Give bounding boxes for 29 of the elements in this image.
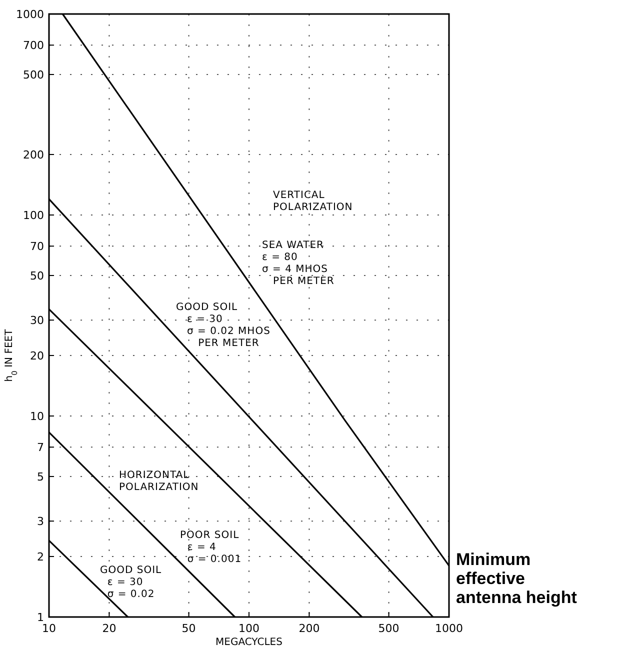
y-tick-label: 3 [37, 514, 44, 528]
annotation: HORIZONTAL POLARIZATION [119, 470, 199, 493]
x-tick-label: 1000 [435, 622, 463, 635]
x-tick-label: 100 [238, 622, 260, 635]
x-tick-label: 50 [182, 622, 196, 635]
y-tick-label: 1 [37, 610, 44, 624]
y-tick-label: 20 [30, 349, 44, 362]
x-tick-label: 500 [378, 622, 400, 635]
y-tick-label: 30 [30, 314, 44, 327]
y-tick-label: 700 [23, 38, 44, 52]
x-axis-title: MEGACYCLES [216, 637, 282, 648]
annotation: VERTICAL POLARIZATION [273, 190, 353, 213]
y-tick-label: 7 [37, 440, 44, 454]
y-tick-label: 500 [23, 68, 44, 82]
annotation: GOOD SOIL ε = 30 σ = 0.02 MHOS PER METER [176, 302, 270, 349]
text: Minimum effective antenna height [456, 550, 578, 607]
annotation: POOR SOIL ε = 4 σ = 0.001 [180, 530, 242, 565]
y-tick-label: 10 [30, 410, 44, 423]
x-tick-label: 200 [298, 622, 320, 635]
y-tick-label: 1000 [16, 8, 44, 21]
y-tick-label: 100 [23, 208, 44, 222]
annotation: GOOD SOIL ε = 30 σ = 0.02 [100, 565, 162, 600]
annotation: SEA WATER ε = 80 σ = 4 MHOS PER METER [262, 240, 334, 287]
y-tick-label: 50 [30, 269, 44, 282]
y-tick-label: 70 [30, 240, 44, 253]
y-tick-label: 200 [23, 148, 44, 162]
y-tick-label: 2 [37, 550, 44, 564]
x-tick-label: 20 [102, 622, 116, 635]
y-tick-label: 5 [37, 470, 44, 484]
